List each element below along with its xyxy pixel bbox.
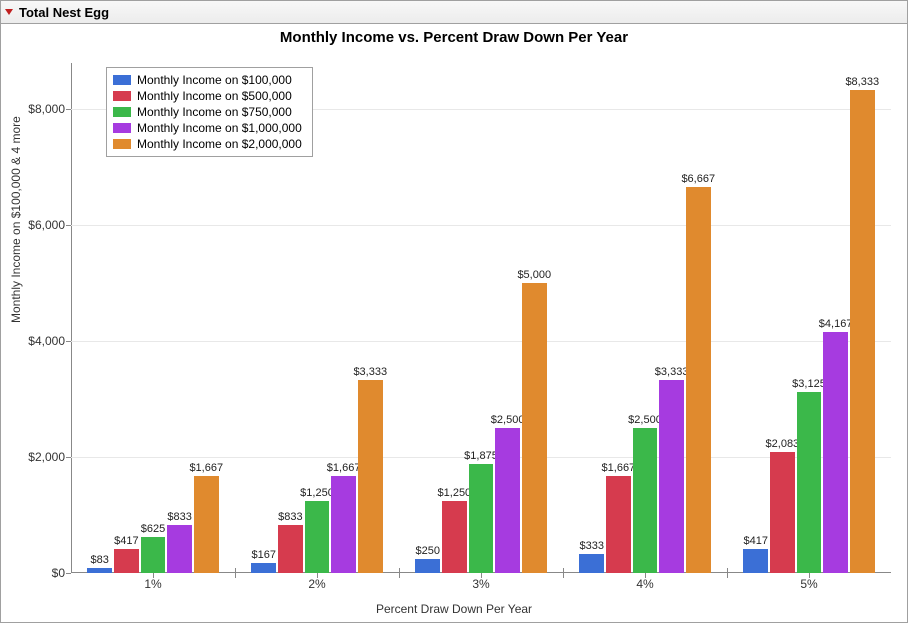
legend-item: Monthly Income on $100,000 <box>113 72 302 88</box>
legend-swatch <box>113 91 131 101</box>
legend-item: Monthly Income on $750,000 <box>113 104 302 120</box>
legend-swatch <box>113 75 131 85</box>
xtick-label: 4% <box>636 577 653 591</box>
bar <box>305 501 330 573</box>
gridline <box>71 225 891 226</box>
bar <box>579 554 604 573</box>
bar <box>850 90 875 573</box>
bar-value-label: $417 <box>743 535 767 547</box>
bar-value-label: $167 <box>251 549 275 561</box>
legend-label: Monthly Income on $500,000 <box>137 88 292 104</box>
bar-value-label: $5,000 <box>517 269 551 281</box>
bar <box>141 537 166 573</box>
bar-value-label: $2,500 <box>491 414 525 426</box>
y-axis-line <box>71 63 72 573</box>
legend-swatch <box>113 139 131 149</box>
bar <box>797 392 822 573</box>
bar-value-label: $833 <box>167 511 191 523</box>
group-separator <box>727 568 728 578</box>
legend-label: Monthly Income on $100,000 <box>137 72 292 88</box>
window-title: Total Nest Egg <box>19 5 109 20</box>
titlebar: Total Nest Egg <box>1 1 907 24</box>
group-separator <box>235 568 236 578</box>
bar <box>442 501 467 573</box>
bar <box>194 476 219 573</box>
bar <box>606 476 631 573</box>
ytick-mark <box>66 573 71 574</box>
ytick-mark <box>66 109 71 110</box>
bar <box>167 525 192 573</box>
bar <box>659 380 684 573</box>
bar-value-label: $6,667 <box>681 173 715 185</box>
bar-value-label: $83 <box>91 554 109 566</box>
bar <box>633 428 658 573</box>
bar-value-label: $2,083 <box>766 438 800 450</box>
bar-value-label: $2,500 <box>628 414 662 426</box>
legend-label: Monthly Income on $2,000,000 <box>137 136 302 152</box>
bar <box>686 187 711 573</box>
ytick-mark <box>66 457 71 458</box>
bar <box>331 476 356 573</box>
xtick-label: 3% <box>472 577 489 591</box>
ytick-label: $4,000 <box>5 334 65 348</box>
bar <box>87 568 112 573</box>
bar <box>522 283 547 573</box>
xtick-label: 2% <box>308 577 325 591</box>
xtick-label: 5% <box>800 577 817 591</box>
bar-value-label: $625 <box>141 523 165 535</box>
bar <box>358 380 383 573</box>
bar <box>770 452 795 573</box>
legend: Monthly Income on $100,000Monthly Income… <box>106 67 313 157</box>
bar-value-label: $333 <box>579 540 603 552</box>
plot-region: Monthly Income on $100,000Monthly Income… <box>71 63 891 573</box>
legend-label: Monthly Income on $750,000 <box>137 104 292 120</box>
x-axis-label: Percent Draw Down Per Year <box>376 602 532 616</box>
bar-value-label: $833 <box>278 511 302 523</box>
bar <box>114 549 139 573</box>
disclosure-triangle-icon[interactable] <box>5 9 13 15</box>
bar-value-label: $1,875 <box>464 450 498 462</box>
bar-value-label: $1,667 <box>327 462 361 474</box>
group-separator <box>563 568 564 578</box>
bar-value-label: $250 <box>415 545 439 557</box>
ytick-label: $0 <box>5 566 65 580</box>
bar-value-label: $3,125 <box>792 378 826 390</box>
bar-value-label: $1,667 <box>602 462 636 474</box>
chart-area: Monthly Income vs. Percent Draw Down Per… <box>1 23 907 622</box>
ytick-label: $2,000 <box>5 450 65 464</box>
gridline <box>71 341 891 342</box>
chart-title: Monthly Income vs. Percent Draw Down Per… <box>1 29 907 46</box>
group-separator <box>399 568 400 578</box>
bar-value-label: $1,667 <box>189 462 223 474</box>
bar-value-label: $3,333 <box>353 366 387 378</box>
bar-value-label: $8,333 <box>845 76 879 88</box>
xtick-label: 1% <box>144 577 161 591</box>
ytick-mark <box>66 341 71 342</box>
legend-label: Monthly Income on $1,000,000 <box>137 120 302 136</box>
legend-item: Monthly Income on $500,000 <box>113 88 302 104</box>
legend-item: Monthly Income on $1,000,000 <box>113 120 302 136</box>
bar-value-label: $1,250 <box>300 487 334 499</box>
legend-swatch <box>113 123 131 133</box>
legend-swatch <box>113 107 131 117</box>
bar <box>278 525 303 573</box>
bar-value-label: $1,250 <box>438 487 472 499</box>
bar-value-label: $4,167 <box>819 318 853 330</box>
bar <box>743 549 768 573</box>
bar <box>823 332 848 573</box>
ytick-label: $6,000 <box>5 218 65 232</box>
ytick-label: $8,000 <box>5 102 65 116</box>
bar-value-label: $3,333 <box>655 366 689 378</box>
bar <box>251 563 276 573</box>
bar <box>495 428 520 573</box>
window-container: Total Nest Egg Monthly Income vs. Percen… <box>0 0 908 623</box>
bar-value-label: $417 <box>114 535 138 547</box>
legend-item: Monthly Income on $2,000,000 <box>113 136 302 152</box>
bar <box>469 464 494 573</box>
ytick-mark <box>66 225 71 226</box>
bar <box>415 559 440 573</box>
